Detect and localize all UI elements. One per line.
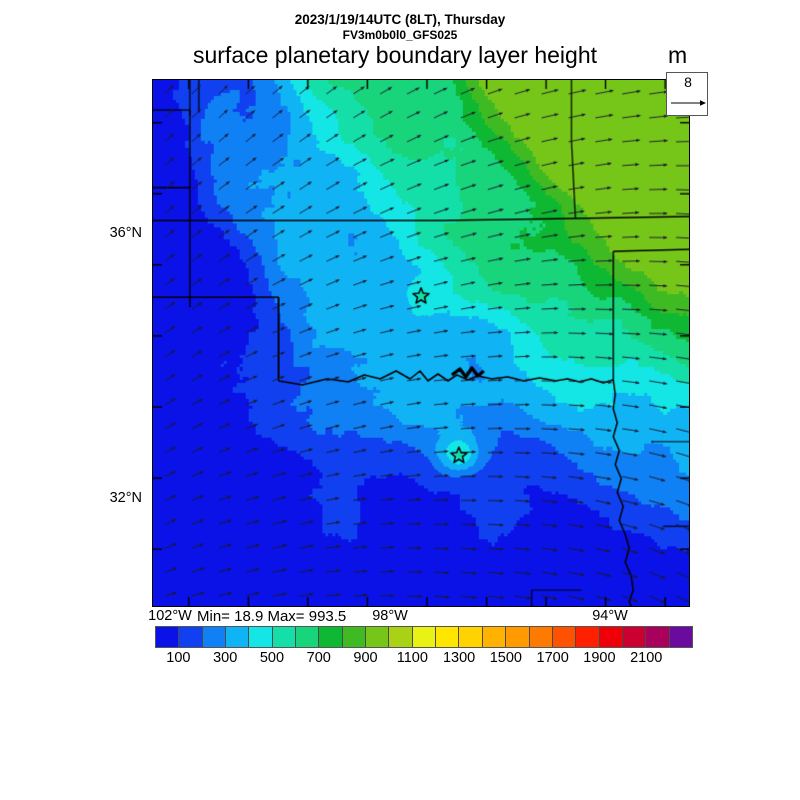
- colorbar-segment-2: [202, 627, 227, 647]
- colorbar-segment-20: [622, 627, 647, 647]
- colorbar-segment-10: [389, 627, 413, 647]
- colorbar-tick-1300: 1300: [442, 650, 476, 666]
- colorbar-tick-1100: 1100: [396, 650, 428, 666]
- wind-vector-arrow-icon: [671, 100, 706, 106]
- map-plot-area[interactable]: [152, 79, 690, 607]
- colorbar-segment-18: [576, 627, 600, 647]
- colorbar-segment-9: [366, 627, 390, 647]
- colorbar-segment-4: [249, 627, 273, 647]
- colorbar-tick-100: 100: [166, 650, 191, 666]
- colorbar-segment-16: [529, 627, 553, 647]
- wind-reference-legend: 8: [666, 72, 708, 116]
- colorbar-segment-6: [296, 627, 320, 647]
- page-title: surface planetary boundary layer height: [192, 42, 598, 68]
- colorbar-segment-5: [272, 627, 297, 647]
- lon-tick-94: 94°W: [592, 608, 628, 624]
- colorbar-tick-500: 500: [259, 650, 285, 666]
- lat-tick-36: 36°N: [109, 225, 142, 241]
- colorbar-segment-0: [156, 627, 180, 647]
- pbl-height-heatmap: [153, 80, 689, 606]
- colorbar-segment-22: [669, 627, 692, 647]
- datetime-title: 2023/1/19/14UTC (8LT), Thursday: [294, 12, 506, 27]
- colorbar-tick-900: 900: [353, 650, 378, 666]
- lon-tick-98: 98°W: [372, 608, 408, 624]
- lat-tick-32: 32°N: [109, 490, 142, 506]
- units-label: m: [668, 42, 688, 68]
- colorbar-segment-15: [506, 627, 530, 647]
- colorbar-segment-8: [342, 627, 367, 647]
- colorbar-tick-300: 300: [213, 650, 238, 666]
- colorbar-segment-21: [646, 627, 670, 647]
- colorbar-segment-17: [552, 627, 577, 647]
- lon-tick-102: 102°W: [148, 608, 192, 624]
- colorbar-tick-1500: 1500: [489, 650, 522, 666]
- colorbar-tick-1900: 1900: [583, 650, 616, 666]
- wind-reference-value: 8: [684, 74, 692, 90]
- colorbar-segment-3: [226, 627, 250, 647]
- colorbar[interactable]: [155, 626, 693, 648]
- colorbar-segment-19: [599, 627, 623, 647]
- colorbar-tick-labels: 100 300 500 700 900 1100 1300 1500 1700 1900 2100: [155, 650, 693, 670]
- colorbar-segment-11: [412, 627, 437, 647]
- colorbar-segment-12: [436, 627, 460, 647]
- colorbar-segment-13: [459, 627, 483, 647]
- colorbar-tick-2100: 2100: [630, 650, 663, 666]
- colorbar-tick-1700: 1700: [536, 650, 569, 666]
- model-subtitle: FV3m0b0l0_GFS025: [342, 28, 458, 42]
- colorbar-segment-1: [179, 627, 203, 647]
- colorbar-tick-700: 700: [306, 650, 331, 666]
- colorbar-segment-14: [482, 627, 507, 647]
- minmax-statistics: Min= 18.9 Max= 993.5: [197, 608, 347, 625]
- colorbar-segment-7: [319, 627, 343, 647]
